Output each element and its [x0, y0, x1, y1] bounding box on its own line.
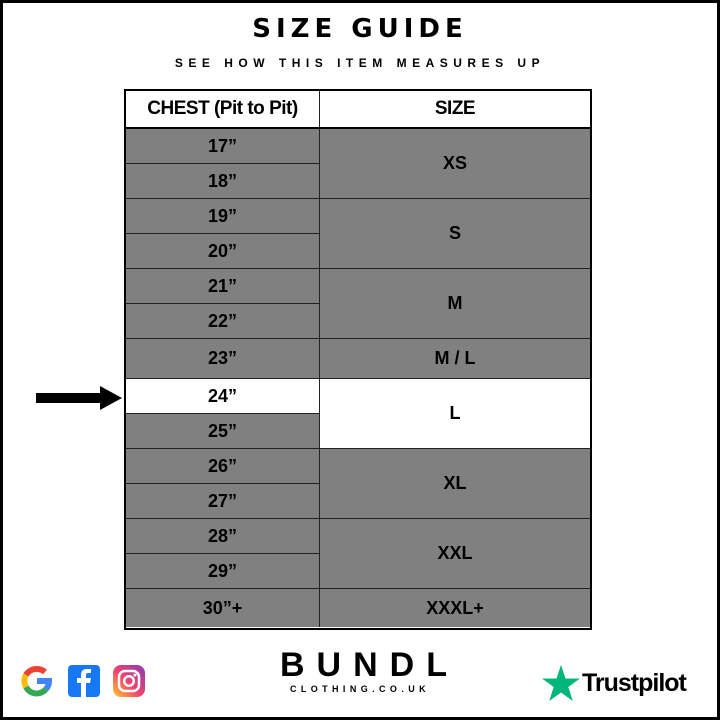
size-cell: XXXL+ — [320, 589, 590, 627]
google-icon — [21, 665, 53, 697]
chest-cell: 25” — [126, 414, 320, 449]
brand-logo: BUNDL CLOTHING.CO.UK — [280, 648, 447, 694]
chest-cell: 17” — [126, 129, 320, 164]
chest-cell: 20” — [126, 234, 320, 269]
instagram-icon — [113, 665, 145, 697]
chest-cell-highlighted: 24” — [126, 379, 320, 414]
facebook-icon — [68, 665, 100, 697]
chest-cell: 29” — [126, 554, 320, 589]
size-cell: XL — [320, 449, 590, 519]
chest-cell: 27” — [126, 484, 320, 519]
brand-subtitle: CLOTHING.CO.UK — [289, 684, 431, 694]
brand-name: BUNDL — [280, 646, 459, 684]
header-size: SIZE — [320, 91, 590, 129]
chest-cell: 22” — [126, 304, 320, 339]
trustpilot-text: Trustpilot — [582, 668, 687, 697]
header-chest: CHEST (Pit to Pit) — [126, 91, 320, 129]
chest-cell: 28” — [126, 519, 320, 554]
size-cell: S — [320, 199, 590, 269]
chest-cell: 19” — [126, 199, 320, 234]
size-cell-highlighted: L — [320, 379, 590, 449]
chest-cell: 21” — [126, 269, 320, 304]
size-cell: M — [320, 269, 590, 339]
chest-cell: 30”+ — [126, 589, 320, 627]
chest-cell: 18” — [126, 164, 320, 199]
size-cell: XXL — [320, 519, 590, 589]
page-subtitle: SEE HOW THIS ITEM MEASURES UP — [174, 56, 546, 70]
page-title: SIZE GUIDE — [252, 14, 468, 44]
size-cell: XS — [320, 129, 590, 199]
trustpilot-logo: Trustpilot — [542, 665, 687, 701]
size-table: CHEST (Pit to Pit) SIZE 17” 18” 19” 20” … — [124, 89, 592, 630]
trustpilot-star-icon — [542, 665, 580, 701]
chest-cell: 26” — [126, 449, 320, 484]
arrow-right-icon — [36, 386, 122, 410]
chest-cell: 23” — [126, 339, 320, 379]
size-cell: M / L — [320, 339, 590, 379]
